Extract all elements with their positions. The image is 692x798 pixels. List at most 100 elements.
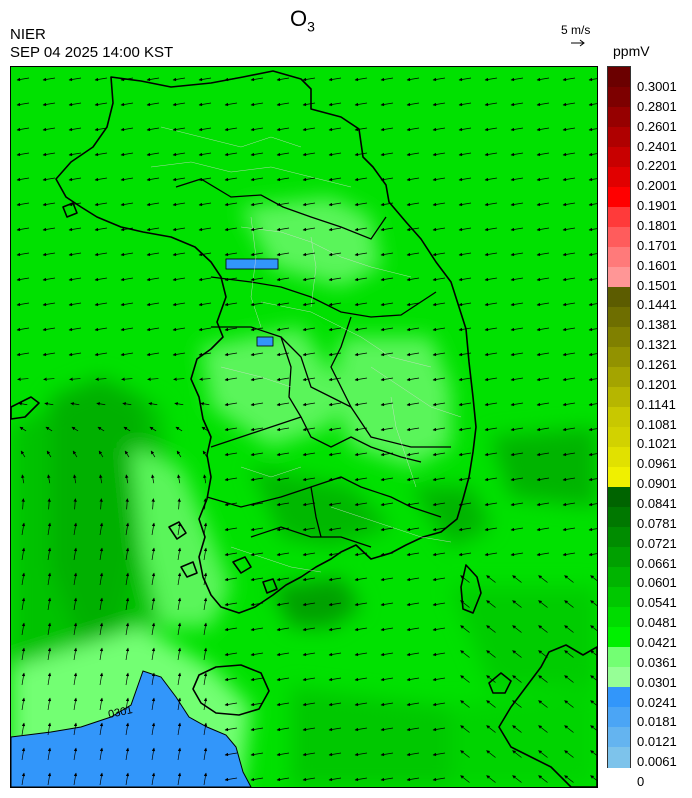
wind-arrow xyxy=(172,352,186,357)
wind-arrow xyxy=(250,777,264,782)
wind-arrow xyxy=(432,252,446,257)
wind-arrow xyxy=(250,577,264,582)
wind-arrow xyxy=(276,552,290,557)
legend-swatch xyxy=(608,347,630,368)
wind-arrow xyxy=(406,377,420,382)
wind-arrow xyxy=(199,377,211,381)
wind-arrow xyxy=(564,600,574,608)
wind-arrow xyxy=(562,302,576,307)
wind-arrow xyxy=(224,552,238,557)
legend-tick-label: 0.0061 xyxy=(637,754,677,770)
wind-arrow xyxy=(510,177,524,182)
wind-arrow xyxy=(198,77,212,82)
wind-arrow xyxy=(538,675,548,683)
wind-arrow xyxy=(151,722,156,736)
legend-swatch xyxy=(608,447,630,468)
wind-arrow xyxy=(71,426,79,432)
wind-arrow xyxy=(302,602,316,607)
wind-arrow xyxy=(147,377,159,381)
wind-arrow xyxy=(432,702,446,707)
wind-arrow xyxy=(512,700,522,708)
wind-arrow xyxy=(486,600,496,608)
wind-arrow xyxy=(172,327,186,332)
legend-swatch xyxy=(608,367,630,388)
wind-arrow xyxy=(536,327,550,332)
legend-tick-label: 0.1441 xyxy=(637,297,677,313)
wind-arrow xyxy=(250,477,264,482)
wind-arrow xyxy=(125,722,130,736)
wind-arrow xyxy=(94,152,108,157)
wind-arrow xyxy=(224,352,238,357)
wind-arrow xyxy=(458,227,472,232)
wind-arrow xyxy=(94,102,108,107)
wind-arrow xyxy=(99,697,104,711)
wind-arrow xyxy=(406,527,420,532)
wind-arrow xyxy=(250,202,264,207)
wind-arrow xyxy=(68,252,82,257)
wind-arrow xyxy=(47,722,52,736)
wind-arrow xyxy=(47,498,51,510)
wind-arrow xyxy=(380,577,394,582)
wind-arrow xyxy=(510,377,524,382)
wind-arrow xyxy=(43,377,55,381)
wind-arrow xyxy=(198,152,212,157)
legend-swatch xyxy=(608,527,630,548)
wind-arrow xyxy=(123,426,131,432)
wind-arrow xyxy=(224,652,238,657)
wind-arrow xyxy=(146,177,160,182)
wind-arrow xyxy=(276,777,290,782)
wind-arrow xyxy=(146,302,160,307)
wind-arrow xyxy=(486,725,496,733)
wind-arrow xyxy=(47,697,52,711)
wind-arrow xyxy=(354,777,368,782)
wind-arrow xyxy=(510,402,524,407)
legend-tick-label: 0.1141 xyxy=(637,396,676,412)
wind-arrow xyxy=(432,377,446,382)
wind-arrow xyxy=(536,77,550,82)
wind-arrow xyxy=(354,277,368,282)
wind-arrow xyxy=(486,575,496,583)
legend-tick-label: 0.2401 xyxy=(637,138,677,154)
wind-arrow xyxy=(354,502,368,507)
wind-arrow xyxy=(512,625,522,633)
wind-arrow xyxy=(302,577,316,582)
wind-arrow xyxy=(512,775,522,783)
wind-arrow xyxy=(125,772,130,786)
wind-arrow xyxy=(250,327,264,332)
wind-arrow xyxy=(406,252,420,257)
legend-swatch xyxy=(608,67,630,88)
wind-arrow xyxy=(406,327,420,332)
wind-scale-arrow-icon xyxy=(571,39,585,47)
legend-swatch xyxy=(608,607,630,628)
wind-arrow xyxy=(536,202,550,207)
wind-arrow xyxy=(276,502,290,507)
wind-arrow xyxy=(47,647,52,661)
wind-arrow xyxy=(68,302,82,307)
wind-arrow xyxy=(432,627,446,632)
wind-arrow xyxy=(224,77,238,82)
wind-arrow xyxy=(484,477,498,482)
wind-arrow xyxy=(19,426,27,432)
wind-arrow xyxy=(460,700,470,708)
wind-arrow xyxy=(146,102,160,107)
wind-arrow xyxy=(536,227,550,232)
wind-arrow xyxy=(354,252,368,257)
wind-arrow xyxy=(588,352,597,357)
wind-arrow xyxy=(484,552,498,557)
wind-arrow xyxy=(172,127,186,132)
wind-arrow xyxy=(21,747,26,761)
wind-arrow xyxy=(148,402,158,406)
wind-arrow xyxy=(276,652,290,657)
wind-arrow xyxy=(302,277,316,282)
wind-arrow xyxy=(588,227,597,232)
wind-arrow xyxy=(276,352,290,357)
wind-arrow xyxy=(99,672,104,686)
wind-arrow xyxy=(73,522,78,536)
wind-arrow xyxy=(380,627,394,632)
wind-arrow xyxy=(458,527,472,532)
wind-arrow xyxy=(460,650,470,658)
chart-title: O3 xyxy=(290,6,315,35)
wind-arrow xyxy=(380,652,394,657)
wind-arrow xyxy=(146,252,160,257)
wind-arrow xyxy=(47,672,52,686)
